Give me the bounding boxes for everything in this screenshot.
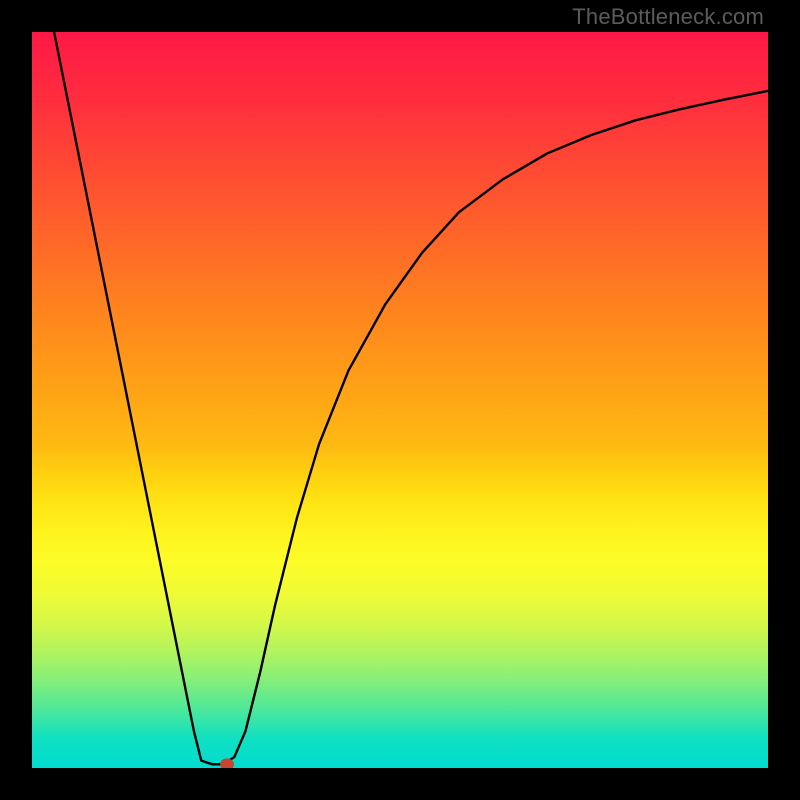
- bottleneck-curve: [54, 32, 768, 764]
- curve-layer: [32, 32, 768, 768]
- watermark-text: TheBottleneck.com: [572, 4, 764, 30]
- chart-frame: TheBottleneck.com: [0, 0, 800, 800]
- plot-area: [32, 32, 768, 768]
